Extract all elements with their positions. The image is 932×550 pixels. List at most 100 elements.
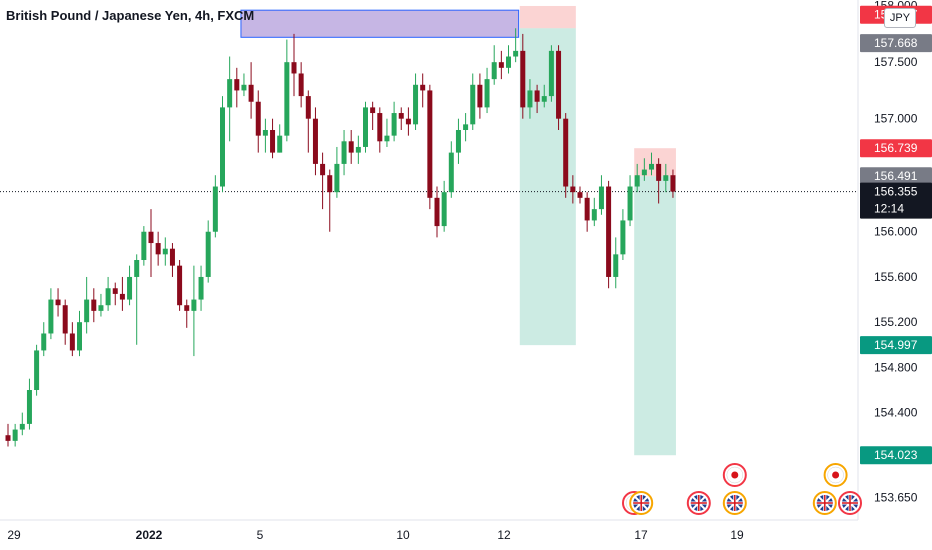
- price-tag-label-3: 156.491: [874, 169, 918, 183]
- candle-body-61: [441, 192, 447, 227]
- candle-body-59: [427, 90, 433, 198]
- candle-body-0: [5, 435, 11, 441]
- candle-body-75: [541, 96, 547, 102]
- candle-body-62: [448, 152, 454, 193]
- candle-body-18: [134, 260, 140, 277]
- target-zone-2: [634, 176, 676, 456]
- candle-body-19: [141, 231, 147, 260]
- candle-body-53: [384, 135, 390, 142]
- candle-body-48: [348, 141, 354, 153]
- x-tick-label-0: 29: [7, 528, 21, 542]
- uk-flag-icon[interactable]: [838, 491, 862, 515]
- candle-body-44: [320, 163, 326, 176]
- candle-body-23: [169, 248, 175, 266]
- x-tick-label-2: 5: [257, 528, 264, 542]
- candle-body-12: [91, 299, 97, 311]
- candle-body-69: [498, 62, 504, 68]
- jp-flag-icon[interactable]: [823, 463, 848, 487]
- uk-flag-icon[interactable]: [629, 491, 654, 515]
- candle-body-86: [620, 220, 626, 255]
- price-tag-label-4: 156.355: [874, 185, 918, 199]
- candle-body-57: [413, 84, 419, 125]
- y-tick-label-8: 153.650: [874, 490, 918, 504]
- target-zone-1: [519, 28, 576, 346]
- candle-body-32: [234, 79, 240, 91]
- uk-flag-icon[interactable]: [722, 491, 747, 515]
- candle-body-25: [184, 305, 190, 311]
- candle-body-15: [112, 288, 118, 294]
- candle-body-73: [527, 90, 533, 108]
- uk-flag-icon[interactable]: [686, 491, 711, 515]
- candle-body-35: [255, 101, 261, 136]
- candle-body-39: [284, 62, 290, 136]
- candle-body-24: [177, 265, 183, 306]
- x-tick-label-3: 10: [396, 528, 410, 542]
- y-tick-label-1: 157.500: [874, 55, 918, 69]
- candle-body-68: [491, 62, 497, 80]
- candle-body-13: [98, 305, 104, 311]
- candle-body-79: [570, 186, 576, 193]
- candle-body-1: [12, 429, 18, 441]
- candle-body-33: [241, 84, 247, 91]
- candle-body-91: [656, 163, 662, 181]
- candle-body-74: [534, 90, 540, 102]
- candle-body-3: [26, 390, 32, 424]
- candle-body-38: [277, 135, 283, 153]
- candle-body-81: [584, 197, 590, 221]
- candle-body-50: [363, 107, 368, 147]
- candle-body-93: [670, 175, 676, 192]
- candle-body-14: [105, 288, 111, 306]
- candle-body-56: [405, 118, 411, 125]
- candle-body-34: [248, 84, 254, 102]
- stop-zone-2: [634, 148, 676, 177]
- x-tick-label-5: 17: [634, 528, 648, 542]
- candle-body-20: [148, 231, 154, 244]
- candle-body-78: [563, 118, 569, 187]
- candle-body-92: [663, 175, 669, 181]
- candle-body-10: [77, 322, 82, 351]
- price-tag-label-6: 154.023: [874, 448, 918, 462]
- candle-body-45: [327, 175, 333, 193]
- x-tick-label-6: 19: [730, 528, 744, 542]
- candle-body-71: [513, 50, 519, 57]
- price-tag-sublabel-4: 12:14: [874, 202, 904, 216]
- candle-body-63: [455, 130, 461, 153]
- candle-body-58: [420, 84, 426, 91]
- candle-body-65: [470, 84, 476, 125]
- price-tag-2: [860, 139, 932, 158]
- candle-body-83: [598, 186, 604, 210]
- jp-flag-icon[interactable]: [722, 463, 747, 487]
- candle-body-66: [477, 84, 483, 108]
- candle-body-89: [641, 169, 647, 176]
- candle-body-26: [191, 299, 197, 311]
- price-tag-label-1: 157.668: [874, 36, 918, 50]
- chart-title: British Pound / Japanese Yen, 4h, FXCM: [6, 8, 255, 23]
- candle-body-21: [155, 243, 161, 255]
- candle-body-8: [62, 305, 68, 334]
- x-tick-label-4: 12: [497, 528, 511, 542]
- uk-flag-icon[interactable]: [812, 491, 837, 515]
- y-tick-label-4: 155.600: [874, 270, 918, 284]
- candle-body-28: [205, 231, 211, 277]
- events-layer: [622, 463, 862, 515]
- y-tick-label-7: 154.400: [874, 406, 918, 420]
- candle-body-90: [649, 163, 654, 170]
- price-tag-label-2: 156.739: [874, 141, 918, 155]
- candle-body-27: [198, 276, 204, 300]
- x-tick-label-1: 2022: [136, 528, 163, 542]
- currency-tag[interactable]: JPY: [884, 8, 916, 28]
- candle-body-52: [377, 113, 383, 142]
- candle-body-64: [463, 124, 469, 130]
- candle-body-55: [398, 113, 404, 119]
- y-tick-label-2: 157.000: [874, 112, 918, 126]
- candle-body-5: [41, 333, 47, 351]
- annotation-layer: [0, 5, 858, 456]
- y-tick-label-6: 154.800: [874, 360, 918, 374]
- y-tick-label-3: 156.000: [874, 225, 918, 239]
- candle-body-84: [606, 186, 612, 277]
- candle-body-36: [262, 130, 268, 136]
- candle-body-30: [220, 107, 225, 187]
- candle-body-37: [270, 130, 276, 153]
